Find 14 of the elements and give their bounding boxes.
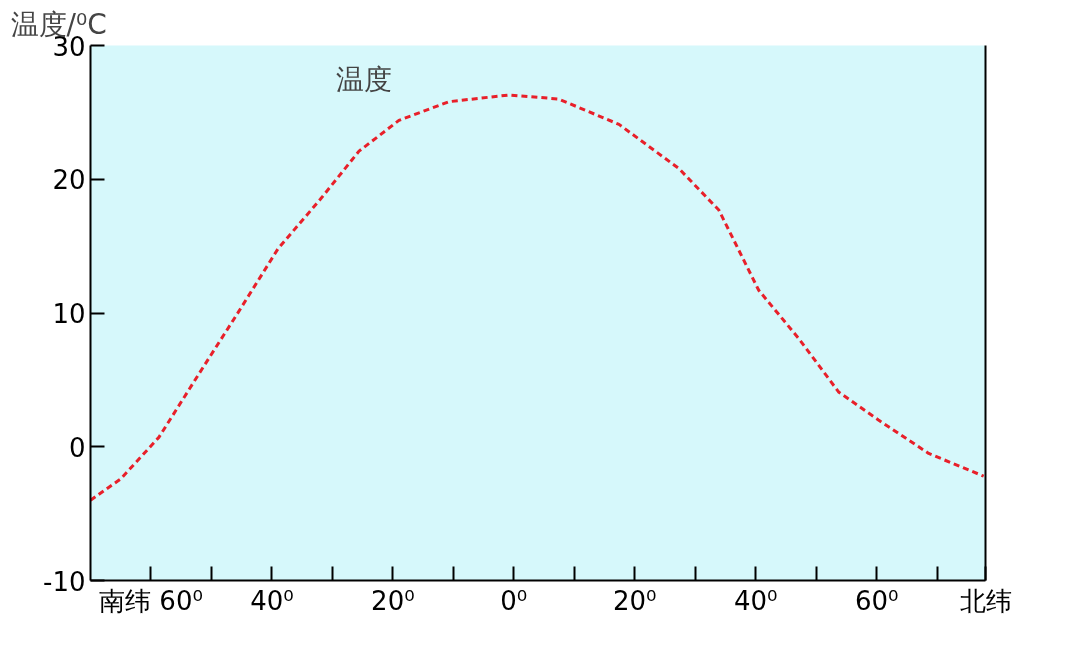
annotation: 温度 bbox=[335, 62, 392, 96]
line-series bbox=[90, 93, 986, 502]
x-tick-label: 60⁰ bbox=[854, 585, 899, 616]
y-tick-label: 10 bbox=[52, 299, 86, 329]
x-tick-label: 0⁰ bbox=[500, 585, 528, 616]
x-tick-label: 20⁰ bbox=[371, 585, 415, 616]
y-tick-label: -10 bbox=[43, 566, 86, 597]
x-tick-label: 20⁰ bbox=[613, 585, 657, 616]
y-tick-label: 0 bbox=[68, 432, 86, 463]
x-tick-label: 40⁰ bbox=[250, 585, 294, 616]
x-tick-label: 北纬 bbox=[959, 585, 1012, 616]
x-tick-label: 40⁰ bbox=[733, 585, 778, 616]
x-tick-label: 南纬 60⁰ bbox=[99, 585, 203, 616]
y-tick-label: 20 bbox=[52, 165, 86, 196]
